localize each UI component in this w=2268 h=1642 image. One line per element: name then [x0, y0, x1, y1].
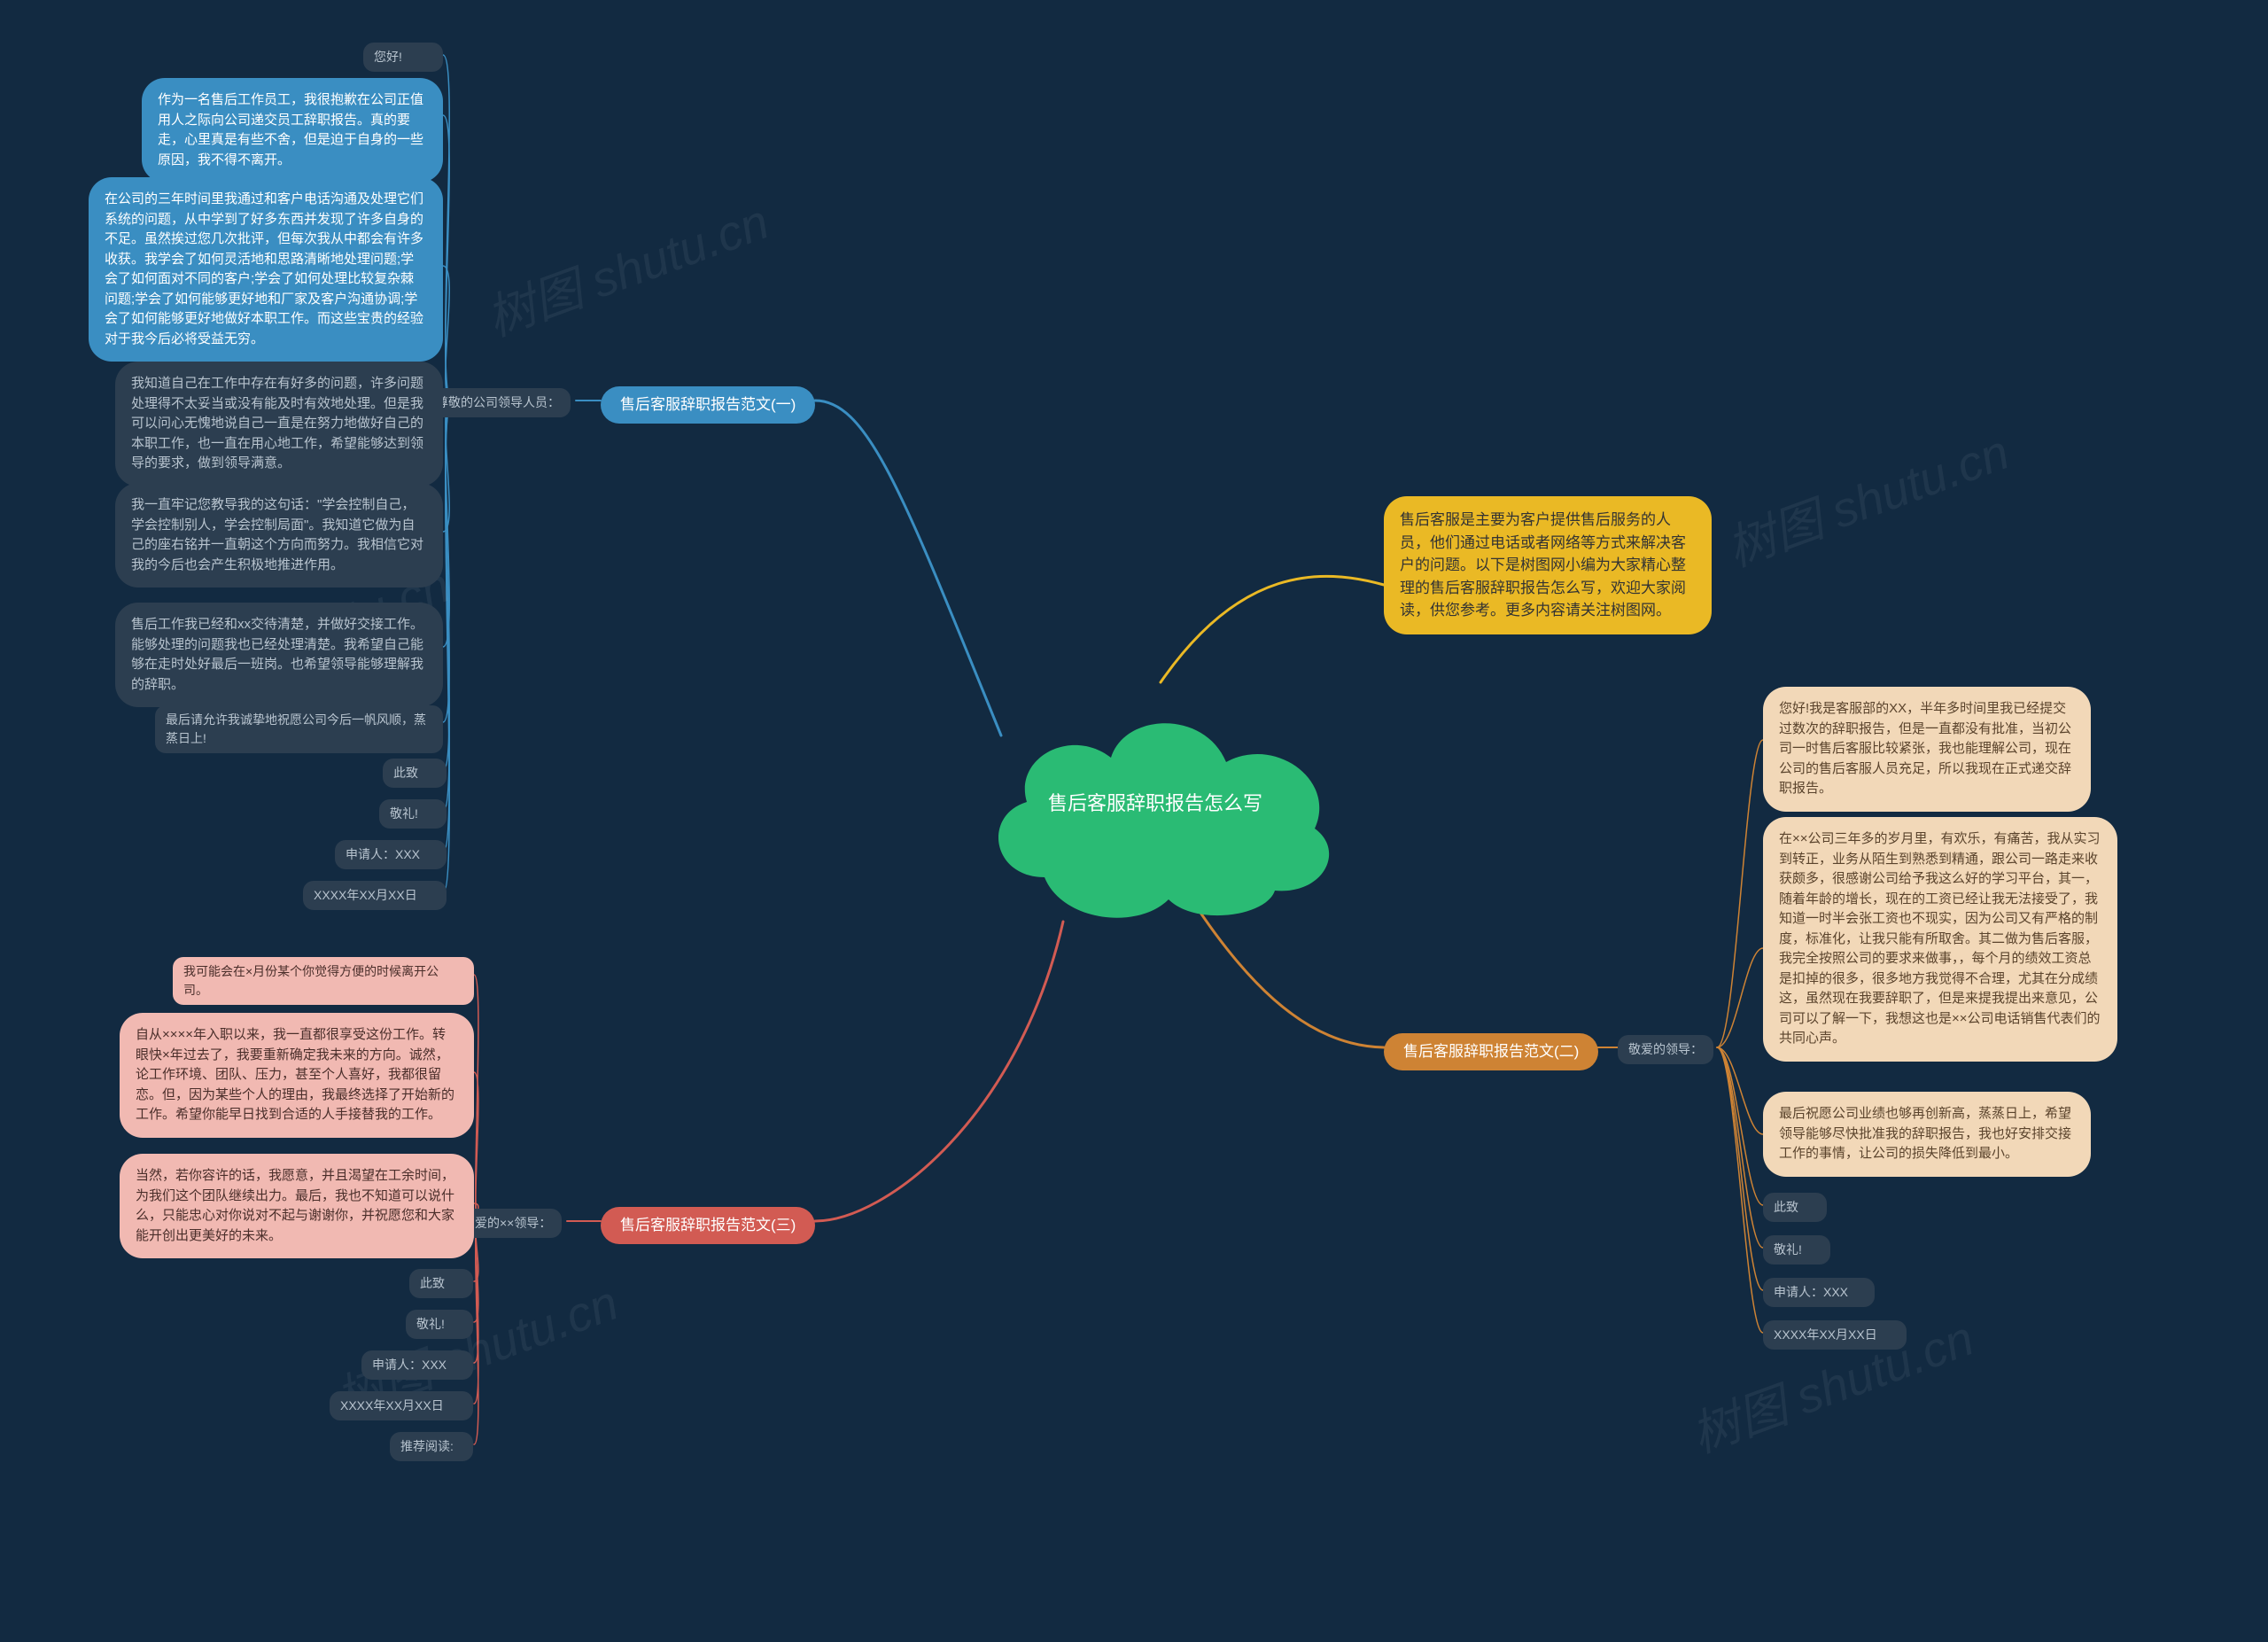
branch3-item-3[interactable]: 此致	[409, 1269, 473, 1298]
branch3-item-4[interactable]: 敬礼!	[406, 1310, 473, 1339]
center-topic-label: 售后客服辞职报告怎么写	[1048, 788, 1262, 816]
branch2-sub[interactable]: 敬爱的领导：	[1618, 1035, 1713, 1064]
branch2-item-4[interactable]: 敬礼!	[1763, 1235, 1830, 1265]
branch3-item-5[interactable]: 申请人：XXX	[361, 1350, 473, 1380]
branch2-item-2[interactable]: 最后祝愿公司业绩也够再创新高，蒸蒸日上，希望领导能够尽快批准我的辞职报告，我也好…	[1763, 1092, 2091, 1177]
branch3-item-2[interactable]: 当然，若你容许的话，我愿意，并且渴望在工余时间，为我们这个团队继续出力。最后，我…	[120, 1154, 474, 1258]
branch3-item-7[interactable]: 推荐阅读:	[390, 1432, 473, 1461]
branch2-item-1[interactable]: 在××公司三年多的岁月里，有欢乐，有痛苦，我从实习到转正，业务从陌生到熟悉到精通…	[1763, 817, 2117, 1062]
branch2-item-5[interactable]: 申请人：XXX	[1763, 1278, 1875, 1307]
branch1-item-3[interactable]: 我知道自己在工作中存在有好多的问题，许多问题处理得不太妥当或没有能及时有效地处理…	[115, 362, 443, 486]
branch1-item-1[interactable]: 作为一名售后工作员工，我很抱歉在公司正值用人之际向公司递交员工辞职报告。真的要走…	[142, 78, 443, 183]
branch1-item-10[interactable]: XXXX年XX月XX日	[303, 881, 447, 910]
branch1-sub[interactable]: 尊敬的公司领导人员：	[425, 388, 571, 417]
branch2-item-3[interactable]: 此致	[1763, 1193, 1827, 1222]
branch2-title[interactable]: 售后客服辞职报告范文(二)	[1384, 1033, 1598, 1070]
branch2-item-0[interactable]: 您好!我是客服部的XX，半年多时间里我已经提交过数次的辞职报告，但是一直都没有批…	[1763, 687, 2091, 812]
branch3-title[interactable]: 售后客服辞职报告范文(三)	[601, 1207, 815, 1244]
branch3-item-0[interactable]: 我可能会在×月份某个你觉得方便的时候离开公司。	[173, 957, 474, 1005]
branch1-item-0[interactable]: 您好!	[363, 43, 443, 72]
branch2-item-6[interactable]: XXXX年XX月XX日	[1763, 1320, 1907, 1350]
branch3-item-6[interactable]: XXXX年XX月XX日	[330, 1391, 473, 1420]
branch1-item-5[interactable]: 售后工作我已经和xx交待清楚，并做好交接工作。能够处理的问题我也已经处理清楚。我…	[115, 603, 443, 707]
branch3-item-1[interactable]: 自从××××年入职以来，我一直都很享受这份工作。转眼快×年过去了，我要重新确定我…	[120, 1013, 474, 1138]
branch1-item-7[interactable]: 此致	[383, 759, 447, 788]
branch1-title[interactable]: 售后客服辞职报告范文(一)	[601, 386, 815, 424]
branch1-item-9[interactable]: 申请人：XXX	[335, 840, 447, 869]
branch1-item-6[interactable]: 最后请允许我诚挚地祝愿公司今后一帆风顺，蒸蒸日上!	[155, 705, 443, 753]
intro-node[interactable]: 售后客服是主要为客户提供售后服务的人员，他们通过电话或者网络等方式来解决客户的问…	[1384, 496, 1712, 634]
branch1-item-4[interactable]: 我一直牢记您教导我的这句话："学会控制自己，学会控制别人，学会控制局面"。我知道…	[115, 483, 443, 588]
center-topic[interactable]: 售后客服辞职报告怎么写	[965, 673, 1346, 930]
branch1-item-2[interactable]: 在公司的三年时间里我通过和客户电话沟通及处理它们系统的问题，从中学到了好多东西并…	[89, 177, 443, 362]
branch1-item-8[interactable]: 敬礼!	[379, 799, 447, 829]
